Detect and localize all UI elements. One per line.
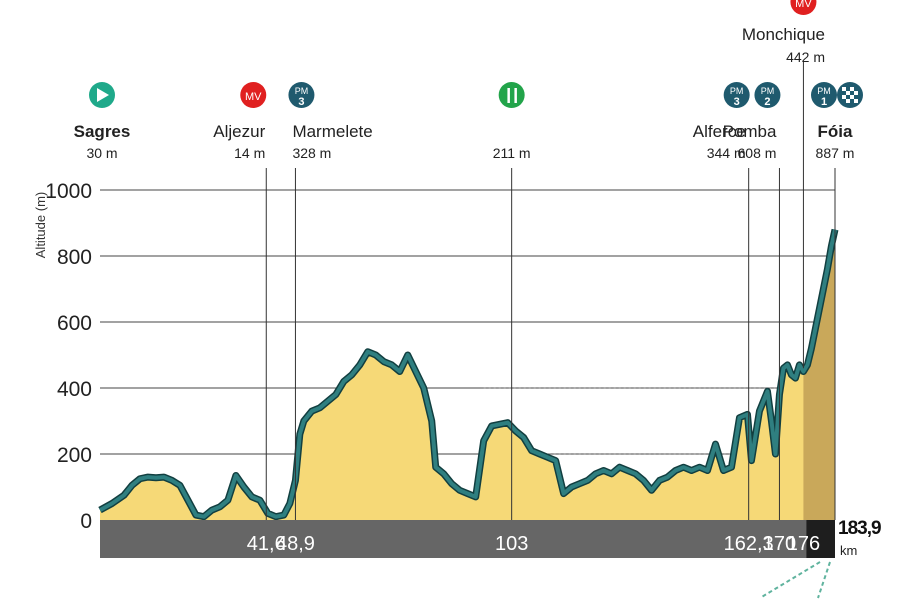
sprint-icon: [790, 0, 817, 15]
waypoint-altitude: 14 m: [234, 145, 265, 161]
y-axis-label: Altitude (m): [33, 192, 48, 258]
profile-line: [99, 229, 837, 519]
waypoint-name: Pomba: [723, 122, 777, 141]
mountain-points-icon: [288, 82, 315, 108]
checker-square: [846, 91, 850, 95]
checker-square: [854, 99, 858, 103]
sprint-badge-label: MV: [245, 91, 262, 103]
checker-square: [846, 99, 850, 103]
waypoint-lines: [265, 62, 836, 520]
grid-layer: 0 200 400 600 800 1000: [45, 180, 835, 533]
waypoint-altitude: 608 m: [738, 145, 777, 161]
waypoint-altitude: 328 m: [292, 145, 331, 161]
waypoint-altitude: 887 m: [816, 145, 855, 161]
checker-square: [842, 95, 846, 99]
mountain-badge-label: PM: [761, 86, 775, 96]
sprint-badge-label: MV: [795, 0, 812, 10]
mountain-category: 3: [734, 96, 740, 108]
sprint-icon: [240, 82, 267, 108]
final-climb-area: [803, 229, 835, 520]
mountain-badge-label: PM: [817, 86, 831, 96]
mountain-badge-label: PM: [730, 86, 744, 96]
km-label: 41,6: [247, 533, 286, 555]
map-link-line: [817, 561, 831, 599]
km-label: 48,9: [276, 533, 315, 555]
mountain-category: 3: [298, 96, 304, 108]
mountain-category: 1: [821, 96, 827, 108]
waypoint-altitude: 30 m: [86, 145, 117, 161]
feed-icon: [498, 82, 525, 108]
km-band-final: [806, 520, 835, 558]
waypoint-name: Alferce: [693, 122, 746, 141]
checker-square: [842, 87, 846, 91]
waypoint-name: Marmelete: [292, 122, 372, 141]
km-band: [100, 520, 835, 558]
y-tick-label: 800: [57, 246, 92, 269]
km-label: 162,3: [724, 533, 774, 555]
km-label: 176: [787, 533, 820, 555]
finish-km-label: 183,9: [838, 518, 881, 539]
waypoint-altitude: 211 m: [493, 145, 531, 161]
checker-square: [854, 91, 858, 95]
waypoint-name: Sagres: [74, 122, 131, 141]
waypoint-name: Aljezur: [213, 122, 265, 141]
map-link-line: [759, 561, 821, 599]
checker-square: [850, 95, 854, 99]
y-tick-label: 1000: [45, 180, 92, 203]
checker-square: [850, 87, 854, 91]
km-unit-label: km: [840, 543, 857, 558]
profile-line-outline: [98, 228, 839, 521]
waypoint-name: Fóia: [818, 122, 853, 141]
mountain-badge-label: PM: [295, 86, 309, 96]
mountain-points-icon: [723, 82, 750, 108]
y-tick-label: 400: [57, 378, 92, 401]
km-label: 170: [763, 533, 796, 555]
waypoint-altitude: 344 m: [707, 145, 746, 161]
y-tick-label: 0: [80, 510, 92, 533]
km-label: 103: [495, 533, 528, 555]
mountain-category: 2: [764, 96, 770, 108]
waypoint-name: Monchique: [742, 25, 825, 44]
mountain-points-icon: [811, 82, 837, 108]
y-tick-label: 200: [57, 444, 92, 467]
waypoint-altitude: 442 m: [786, 49, 825, 65]
mountain-points-icon: [754, 82, 781, 108]
profile-area: [100, 229, 835, 520]
area-layer: [98, 228, 839, 521]
play-icon: [97, 88, 109, 102]
y-tick-label: 600: [57, 312, 92, 335]
